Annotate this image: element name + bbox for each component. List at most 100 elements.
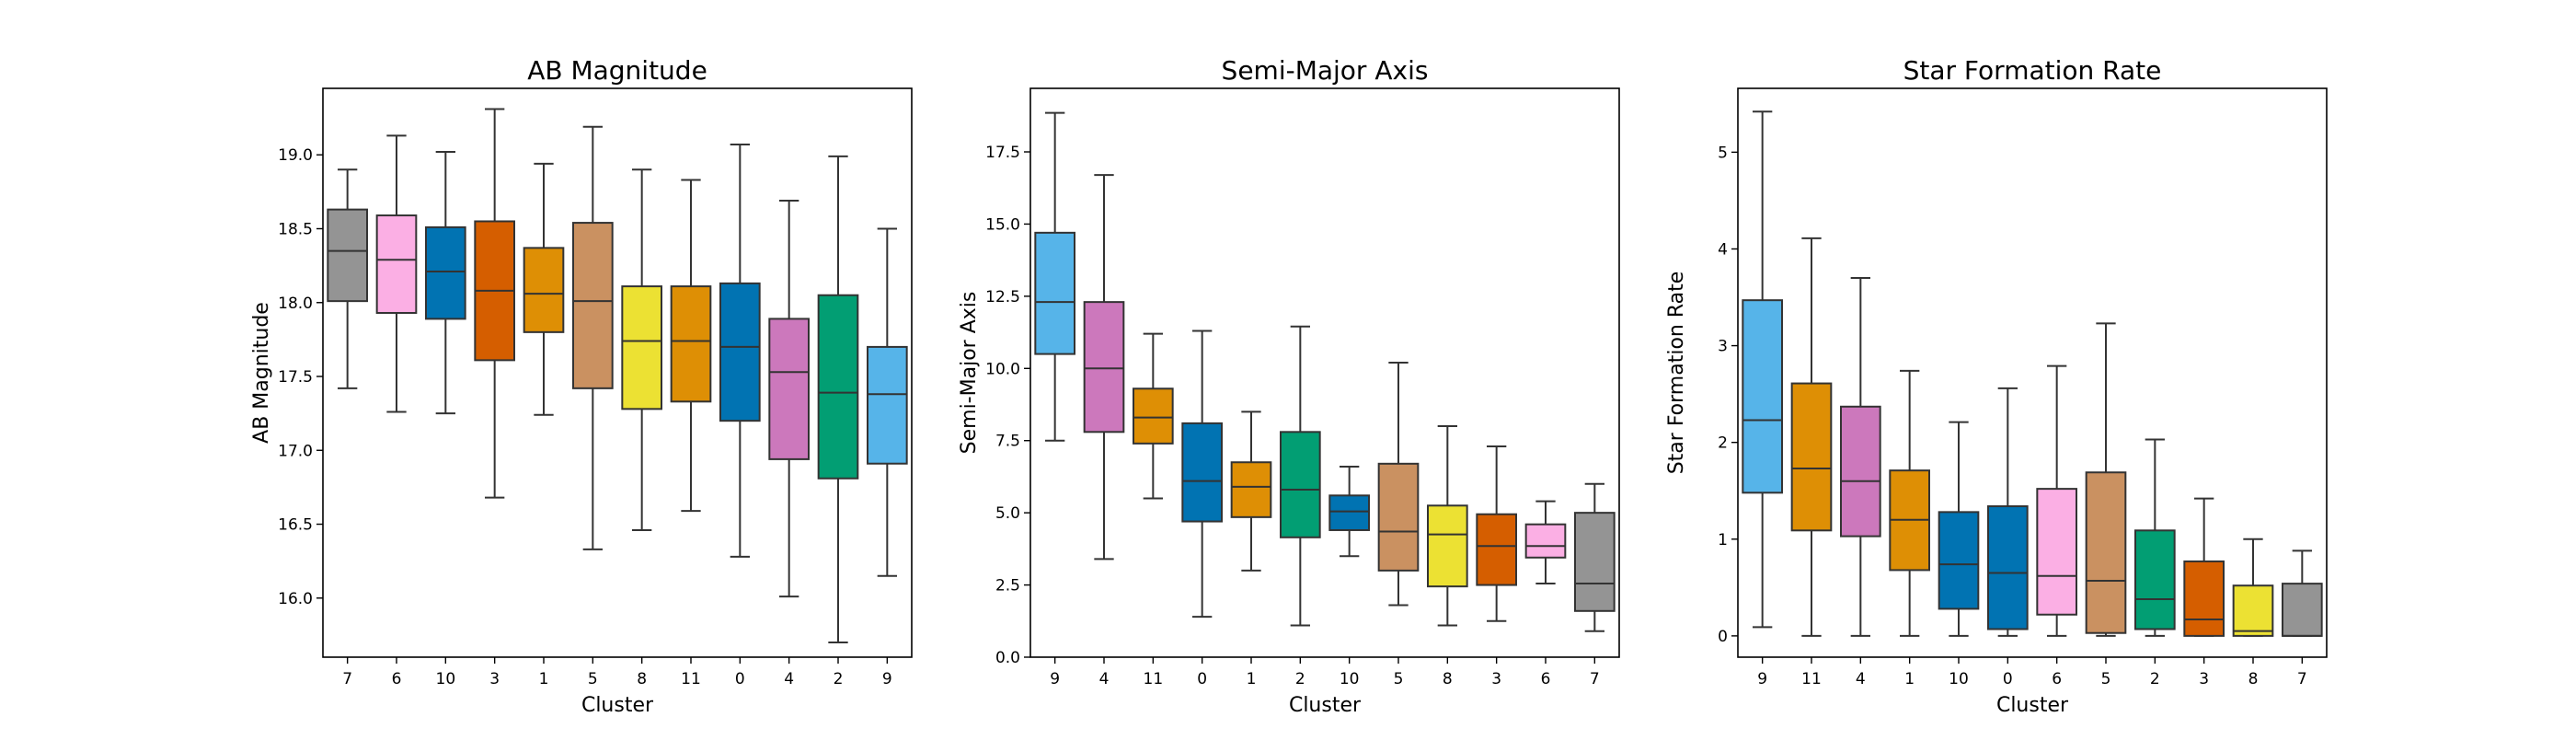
box-body [670, 285, 712, 403]
y-tick-label: 2.5 [995, 577, 1020, 595]
x-tick-label: 9 [882, 670, 892, 688]
axes-frame [1029, 87, 1620, 658]
box-body [1574, 512, 1616, 612]
x-tick-label: 0 [735, 670, 745, 688]
box-0-6 [621, 168, 662, 531]
box-2-6 [2036, 364, 2077, 637]
box-body [867, 345, 908, 465]
box-body [1790, 382, 1833, 532]
box-1-5 [1280, 325, 1321, 627]
x-tick-label: 10 [1949, 670, 1969, 688]
box-body [1328, 494, 1371, 531]
x-tick-label: 5 [588, 670, 598, 688]
box-body [1987, 505, 2029, 630]
x-axis-label: Cluster [581, 694, 654, 717]
x-tick-label: 1 [1904, 670, 1915, 688]
box-body [817, 294, 859, 480]
box-2-4 [1938, 421, 1980, 637]
chart-title: AB Magnitude [527, 55, 707, 86]
x-tick-label: 0 [2003, 670, 2013, 688]
chart-panel-0: 16.0 16.5 17.0 17.5 18.0 18.5 19.0 7 6 10 3 1 5 8 11 0 4… [250, 55, 913, 717]
x-tick-label: 2 [1295, 670, 1305, 688]
x-tick-label: 4 [1856, 670, 1866, 688]
y-tick-label: 16.0 [278, 590, 313, 608]
x-tick-label: 6 [1541, 670, 1551, 688]
y-tick-label: 3 [1718, 338, 1728, 356]
x-tick-label: 9 [1050, 670, 1060, 688]
x-tick-label: 10 [1340, 670, 1360, 688]
box-1-8 [1427, 425, 1468, 627]
y-axis-label: AB Magnitude [250, 302, 273, 444]
box-body [1181, 422, 1224, 523]
box-1-4 [1230, 410, 1272, 572]
x-axis-label: Cluster [1289, 694, 1362, 717]
box-0-2 [425, 151, 466, 415]
x-tick-label: 10 [436, 670, 456, 688]
box-1-0 [1034, 111, 1076, 442]
box-body [1427, 504, 1468, 588]
box-body [523, 247, 565, 333]
box-1-9 [1476, 445, 1518, 622]
chart-panel-2: 0 1 2 3 4 5 9 11 4 1 10 0 6 5 2 3 8 7 Star Formation Rate C… [1665, 55, 2328, 717]
y-tick-label: 0 [1718, 628, 1728, 646]
x-tick-label: 2 [2150, 670, 2160, 688]
box-1-10 [1524, 500, 1567, 585]
box-body [375, 214, 418, 314]
box-body [1034, 231, 1076, 355]
box-body [1280, 431, 1321, 538]
box-body [1938, 511, 1980, 610]
x-tick-label: 1 [539, 670, 549, 688]
box-2-9 [2183, 497, 2225, 637]
box-1-2 [1133, 332, 1174, 500]
box-body [1476, 513, 1518, 586]
y-tick-label: 5 [1718, 144, 1728, 162]
box-0-7 [670, 179, 712, 513]
x-tick-label: 7 [2297, 670, 2307, 688]
y-tick-label: 15.0 [985, 215, 1020, 234]
y-axis-label: Star Formation Rate [1665, 272, 1688, 475]
box-body [2282, 583, 2323, 637]
box-body [327, 208, 369, 303]
x-tick-label: 5 [2101, 670, 2111, 688]
box-2-3 [1889, 369, 1930, 637]
y-tick-label: 18.0 [278, 295, 313, 313]
y-tick-label: 4 [1718, 240, 1728, 259]
y-tick-label: 19.0 [278, 146, 313, 165]
x-tick-label: 11 [1801, 670, 1822, 688]
box-2-0 [1742, 110, 1784, 629]
x-tick-label: 8 [637, 670, 647, 688]
box-0-9 [768, 199, 810, 598]
box-body [2134, 529, 2176, 630]
x-axis-label: Cluster [1996, 694, 2069, 717]
box-body [621, 285, 662, 410]
box-1-7 [1377, 362, 1420, 607]
y-tick-label: 18.5 [278, 220, 313, 238]
x-tick-label: 3 [2199, 670, 2209, 688]
box-0-3 [474, 108, 515, 499]
y-tick-label: 0.0 [995, 649, 1020, 667]
box-body [1840, 405, 1881, 538]
chart-title: Star Formation Rate [1903, 55, 2162, 86]
box-2-10 [2232, 538, 2274, 637]
x-tick-label: 4 [1099, 670, 1110, 688]
chart-title: Semi-Major Axis [1222, 55, 1429, 86]
x-tick-label: 11 [1144, 670, 1164, 688]
y-axis-label: Semi-Major Axis [958, 292, 981, 455]
box-0-10 [817, 155, 859, 643]
box-body [1742, 299, 1784, 494]
box-2-8 [2134, 438, 2176, 637]
box-body [2232, 584, 2274, 637]
y-tick-label: 17.0 [278, 442, 313, 460]
box-2-1 [1790, 237, 1833, 637]
box-0-5 [572, 125, 614, 550]
box-body [1230, 461, 1272, 518]
y-tick-label: 5.0 [995, 504, 1020, 523]
box-body [2183, 560, 2225, 637]
x-tick-label: 1 [1247, 670, 1257, 688]
x-tick-label: 2 [834, 670, 844, 688]
box-body [425, 225, 466, 320]
box-body [2036, 488, 2077, 616]
x-tick-label: 8 [2248, 670, 2259, 688]
y-tick-label: 7.5 [995, 433, 1020, 451]
